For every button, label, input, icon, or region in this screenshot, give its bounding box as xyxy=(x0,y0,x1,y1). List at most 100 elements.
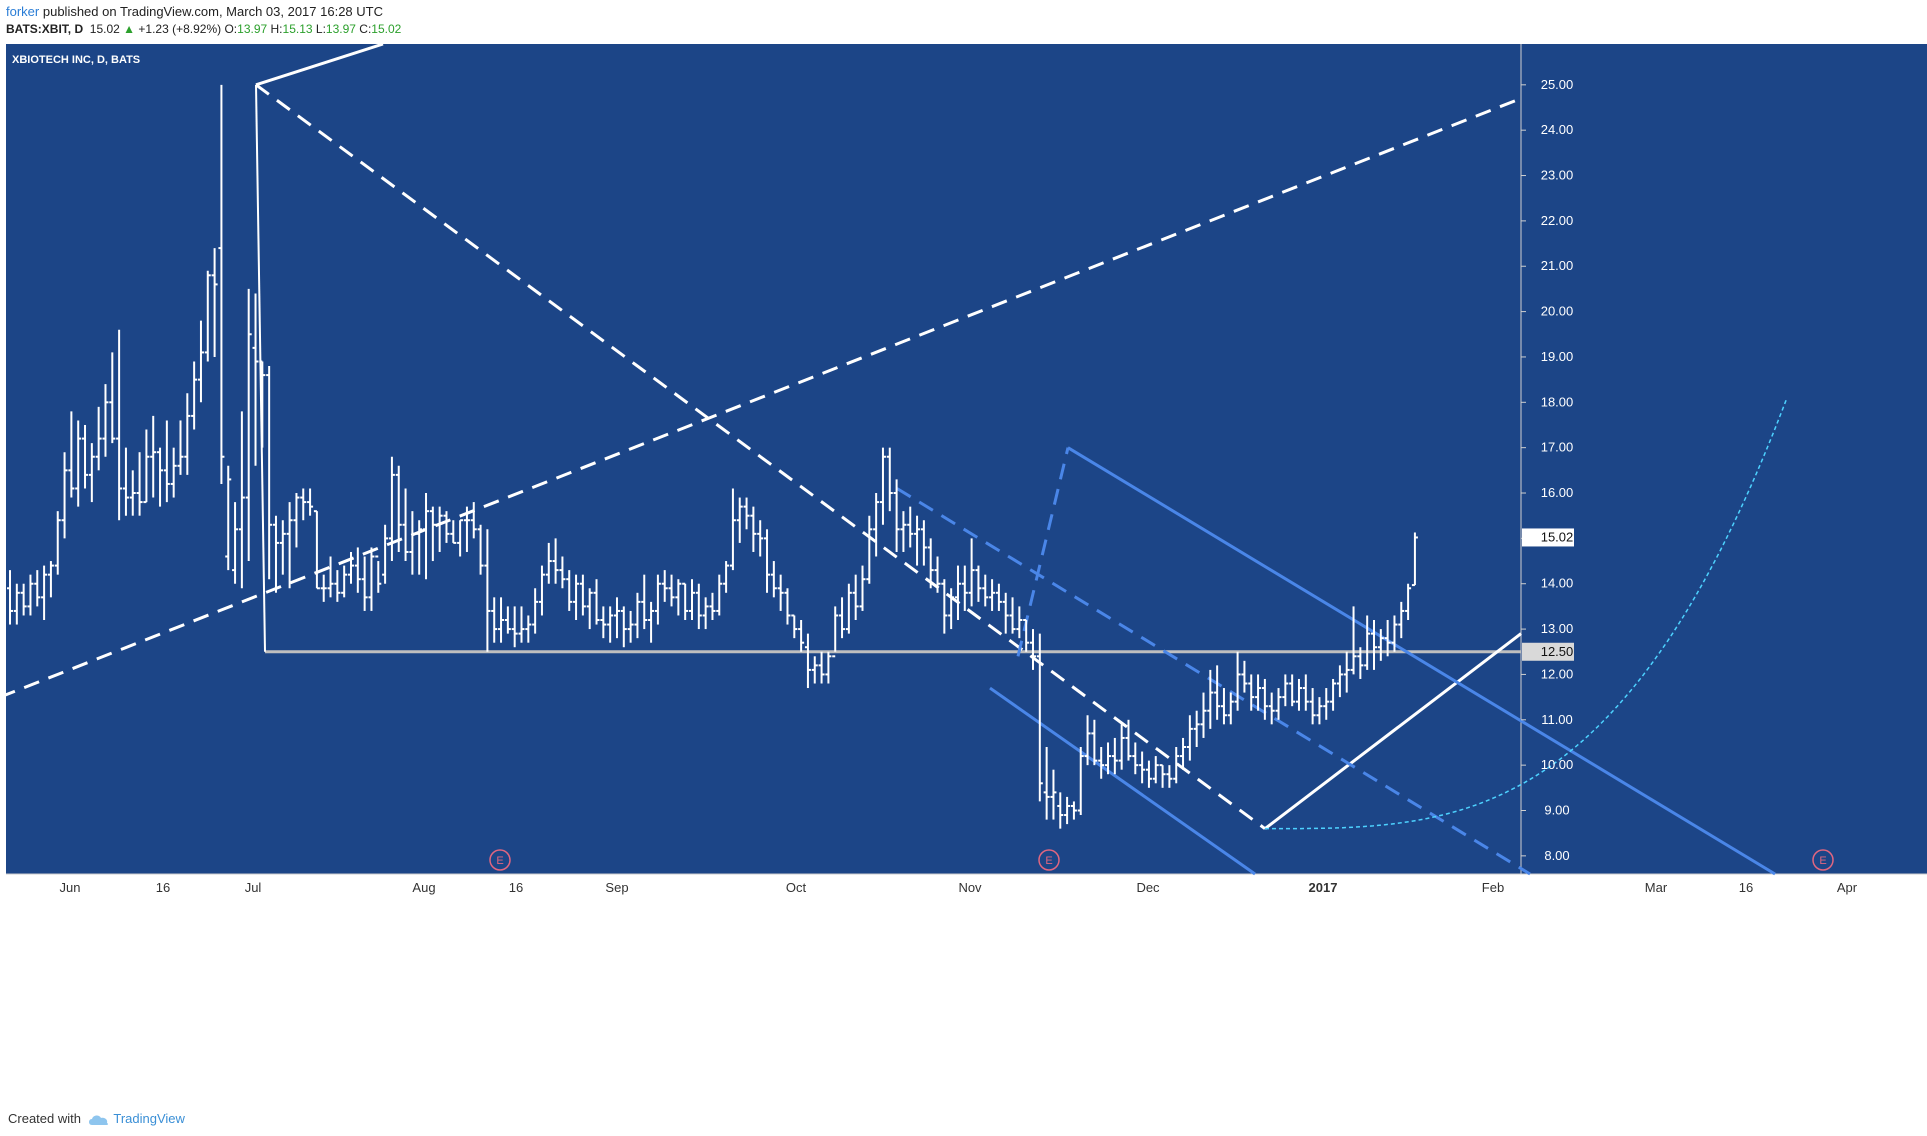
ohlc-bar xyxy=(791,614,798,639)
ohlc-bar xyxy=(1186,715,1193,761)
ohlc-bar xyxy=(1248,674,1255,711)
earnings-marker-circle xyxy=(1812,849,1834,871)
ohlc-bar xyxy=(7,570,13,625)
long-dashed-downtrend xyxy=(255,83,1266,830)
ohlc-bar xyxy=(61,452,68,539)
ohlc-bar xyxy=(873,493,880,557)
ohlc-bar xyxy=(1132,742,1139,775)
ohlc-bar xyxy=(770,561,777,598)
last-price: 15.02 xyxy=(89,22,120,36)
ohlc-bar xyxy=(41,565,48,621)
ohlc-bar xyxy=(784,588,791,625)
ohlc-bar xyxy=(1084,715,1091,766)
ohlc-bar xyxy=(1295,678,1302,711)
ohlc-bar xyxy=(573,574,580,621)
ohlc-bar xyxy=(122,447,129,516)
ohlc-bar xyxy=(859,565,866,611)
ohlc-bar xyxy=(1336,665,1343,698)
ohlc-bar xyxy=(607,606,614,643)
ohlc-bar xyxy=(197,320,204,403)
ohlc-bar xyxy=(1207,669,1214,729)
price-tick-label: 10.00 xyxy=(1541,757,1574,772)
ohlc-bar xyxy=(927,538,934,589)
price-tick-label: 16.00 xyxy=(1541,485,1574,500)
spike-connector xyxy=(255,84,266,652)
ohlc-bar xyxy=(163,420,170,503)
ohlc-bar xyxy=(157,447,164,507)
ohlc-bar xyxy=(307,488,314,516)
ohlc-bar xyxy=(1241,660,1248,693)
ohlc-bar xyxy=(1275,688,1282,720)
ohlc-bar xyxy=(552,538,559,584)
ohlc-bar xyxy=(286,502,293,589)
ohlc-bar xyxy=(948,588,955,630)
price-tick-label: 21.00 xyxy=(1541,258,1574,273)
ohlc-bar xyxy=(1384,620,1391,657)
symbol-label: BATS:XBIT, D xyxy=(6,22,84,36)
earnings-marker: E xyxy=(1812,849,1834,871)
long-dashed-uptrend xyxy=(0,97,1522,699)
ohlc-bar xyxy=(1111,737,1118,775)
ohlc-bar xyxy=(1391,615,1398,652)
price-label-text: 12.50 xyxy=(1541,644,1574,659)
ohlc-bar xyxy=(300,488,307,521)
time-tick-label: Jun xyxy=(60,880,81,895)
ohlc-bar xyxy=(750,506,757,552)
price-chart[interactable]: 25.00 24.00 23.00 22.00 21.00 20.00 19.00 18.00… xyxy=(0,44,1927,1100)
time-axis-background xyxy=(0,874,1927,900)
ohlc-bar xyxy=(852,574,859,621)
time-tick-label: 2017 xyxy=(1309,880,1338,895)
ohlc-bar xyxy=(1309,688,1316,725)
high-value: 15.13 xyxy=(282,22,313,36)
channel-upper-line xyxy=(1067,446,1776,876)
ohlc-bar xyxy=(375,555,382,593)
ohlc-bar xyxy=(266,366,273,580)
ohlc-bar xyxy=(1220,688,1227,725)
earnings-marker-label: E xyxy=(1819,855,1826,867)
price-tick-label: 23.00 xyxy=(1541,168,1574,183)
ohlc-bar xyxy=(893,479,900,552)
ohlc-bar xyxy=(402,488,409,562)
ohlc-bar xyxy=(1193,710,1200,748)
ohlc-bar xyxy=(613,597,620,639)
ohlc-bar xyxy=(232,502,239,584)
ohlc-bar xyxy=(798,620,805,652)
price-tick-label: 18.00 xyxy=(1541,394,1574,409)
open-label: O: xyxy=(224,22,238,36)
ohlc-bar xyxy=(245,288,252,562)
ohlc-bar xyxy=(409,511,416,575)
ohlc-bar xyxy=(968,538,975,607)
ohlc-bar xyxy=(1118,724,1125,770)
ohlc-bar xyxy=(634,592,641,639)
ohlc-bar xyxy=(1316,697,1323,725)
ohlc-bar xyxy=(1002,592,1009,634)
tradingview-logo[interactable]: TradingView xyxy=(88,1111,185,1126)
author-link[interactable]: forker xyxy=(6,4,40,19)
ohlc-bar xyxy=(1330,678,1337,711)
ohlc-bar xyxy=(498,597,505,643)
ohlc-bar xyxy=(484,529,491,652)
time-tick-label: Aug xyxy=(412,880,435,895)
ohlc-bar xyxy=(804,633,811,689)
ohlc-bar xyxy=(620,606,627,648)
ohlc-bar xyxy=(668,574,675,607)
ohlc-bar xyxy=(723,561,730,593)
ohlc-bar xyxy=(1030,629,1036,670)
ohlc-bar xyxy=(238,411,245,589)
ohlc-bar xyxy=(457,519,464,557)
ohlc-bar xyxy=(934,556,941,593)
ohlc-bar xyxy=(279,520,286,575)
ohlc-bar xyxy=(1180,737,1187,770)
ohlc-bar xyxy=(27,574,34,616)
price-axis-background xyxy=(1521,44,1927,874)
ohlc-bar xyxy=(395,465,402,552)
ohlc-bar xyxy=(1227,692,1234,725)
ohlc-bar xyxy=(941,579,948,634)
ohlc-bar xyxy=(586,588,593,630)
ohlc-bar xyxy=(341,565,348,598)
ohlc-bar xyxy=(920,520,927,566)
ohlc-bar xyxy=(1152,756,1159,784)
ohlc-bar xyxy=(1364,615,1371,670)
ohlc-bar xyxy=(1105,742,1112,775)
ohlc-bar xyxy=(170,447,177,498)
